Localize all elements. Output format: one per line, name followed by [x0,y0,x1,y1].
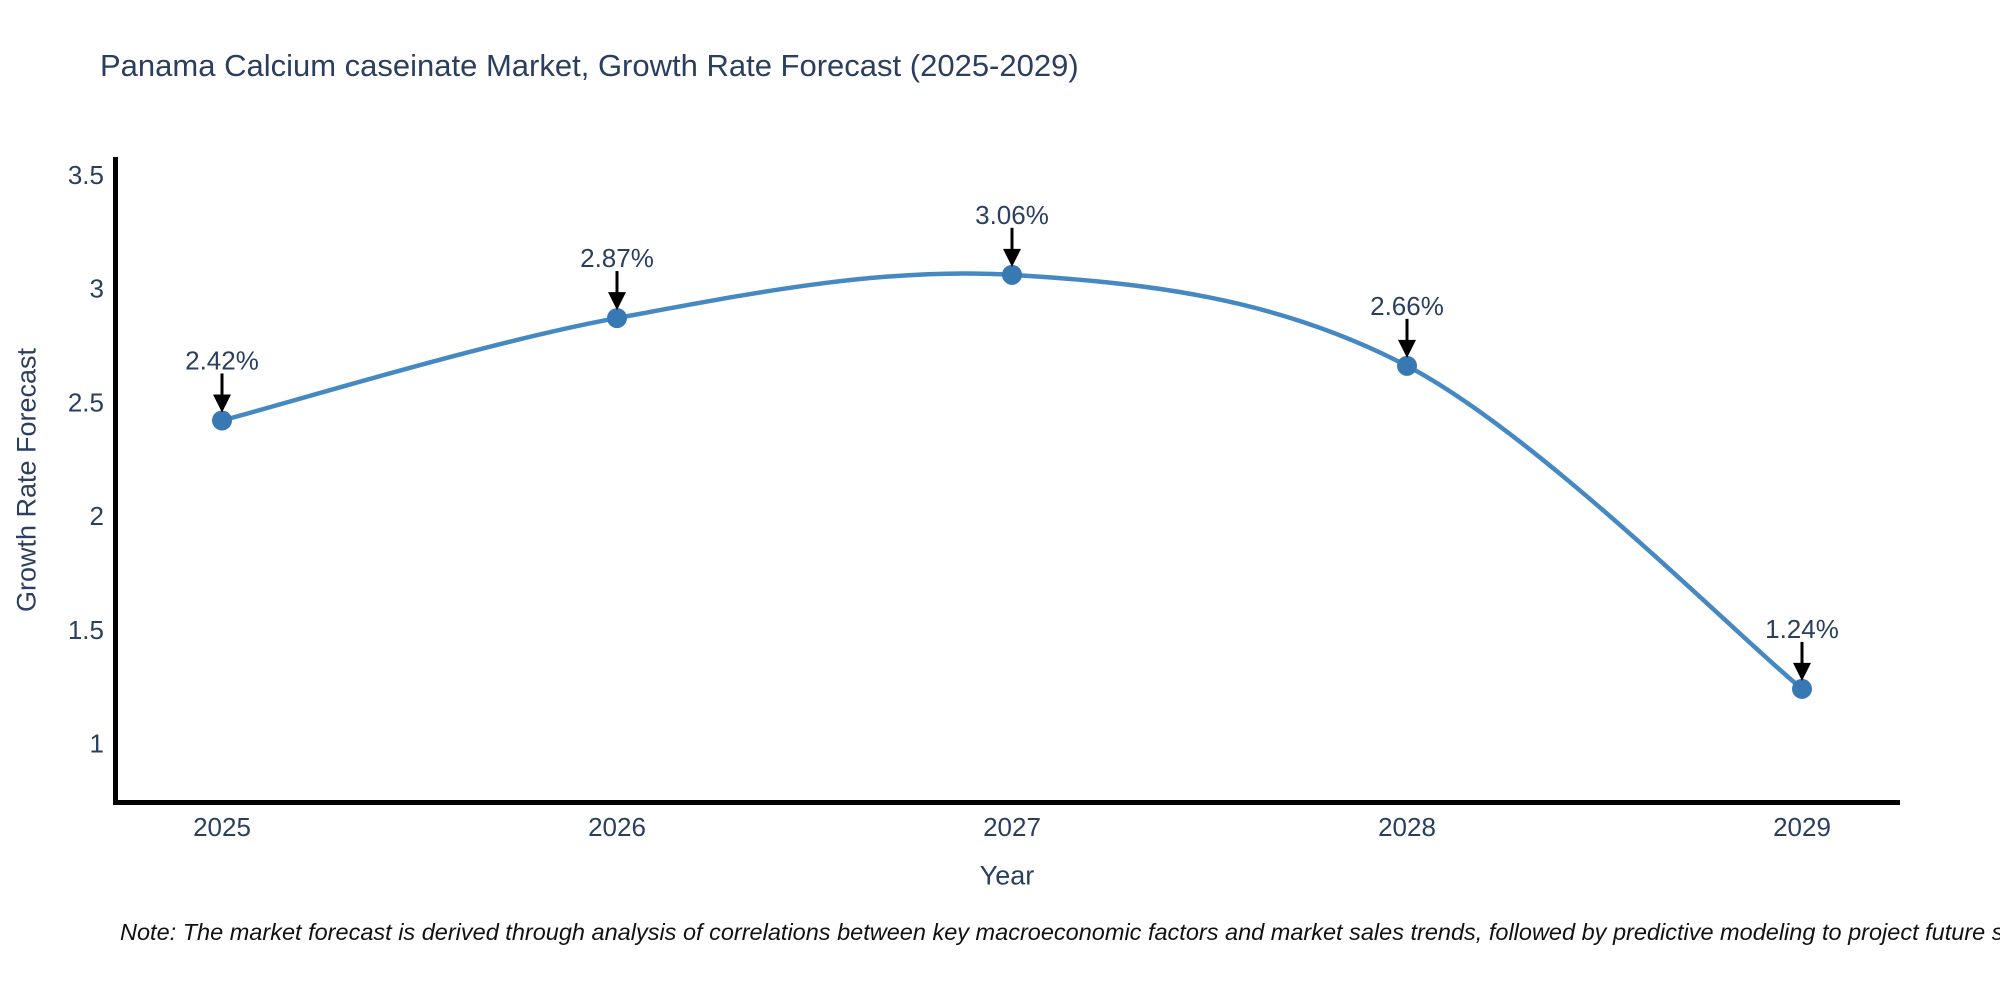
chart-title: Panama Calcium caseinate Market, Growth … [100,48,1079,83]
x-tick-label: 2028 [1378,812,1436,842]
x-tick-label: 2027 [983,812,1041,842]
x-tick-label: 2026 [588,812,646,842]
annotation-label: 1.24% [1765,614,1839,644]
annotation-arrowhead-icon [213,394,231,413]
data-point-2027 [1002,264,1022,285]
annotation-label: 2.42% [185,345,259,375]
footnote: Note: The market forecast is derived thr… [120,919,2000,945]
data-point-2026 [607,308,627,329]
y-tick-label: 3 [90,274,104,304]
annotation-arrowhead-icon [608,292,626,311]
x-axis-label: Year [979,860,1035,891]
data-point-2025 [212,410,232,431]
annotation-label: 2.66% [1370,291,1444,321]
annotation-arrowhead-icon [1003,248,1021,267]
x-tick-label: 2025 [193,812,251,842]
data-point-2029 [1792,678,1812,699]
annotation-arrowhead-icon [1793,662,1811,681]
y-tick-label: 3.5 [68,160,104,190]
series-line [221,271,1804,691]
data-point-2028 [1397,355,1417,376]
y-tick-label: 1 [90,729,104,759]
x-tick-label: 2029 [1773,812,1831,842]
y-tick-label: 2.5 [68,387,104,417]
annotation-label: 2.87% [580,243,654,273]
y-tick-label: 1.5 [68,615,104,645]
y-axis-label: Growth Rate Forecast [11,347,42,613]
annotation-arrowhead-icon [1398,339,1416,358]
y-tick-label: 2 [90,501,104,531]
annotation-label: 3.06% [975,200,1049,230]
